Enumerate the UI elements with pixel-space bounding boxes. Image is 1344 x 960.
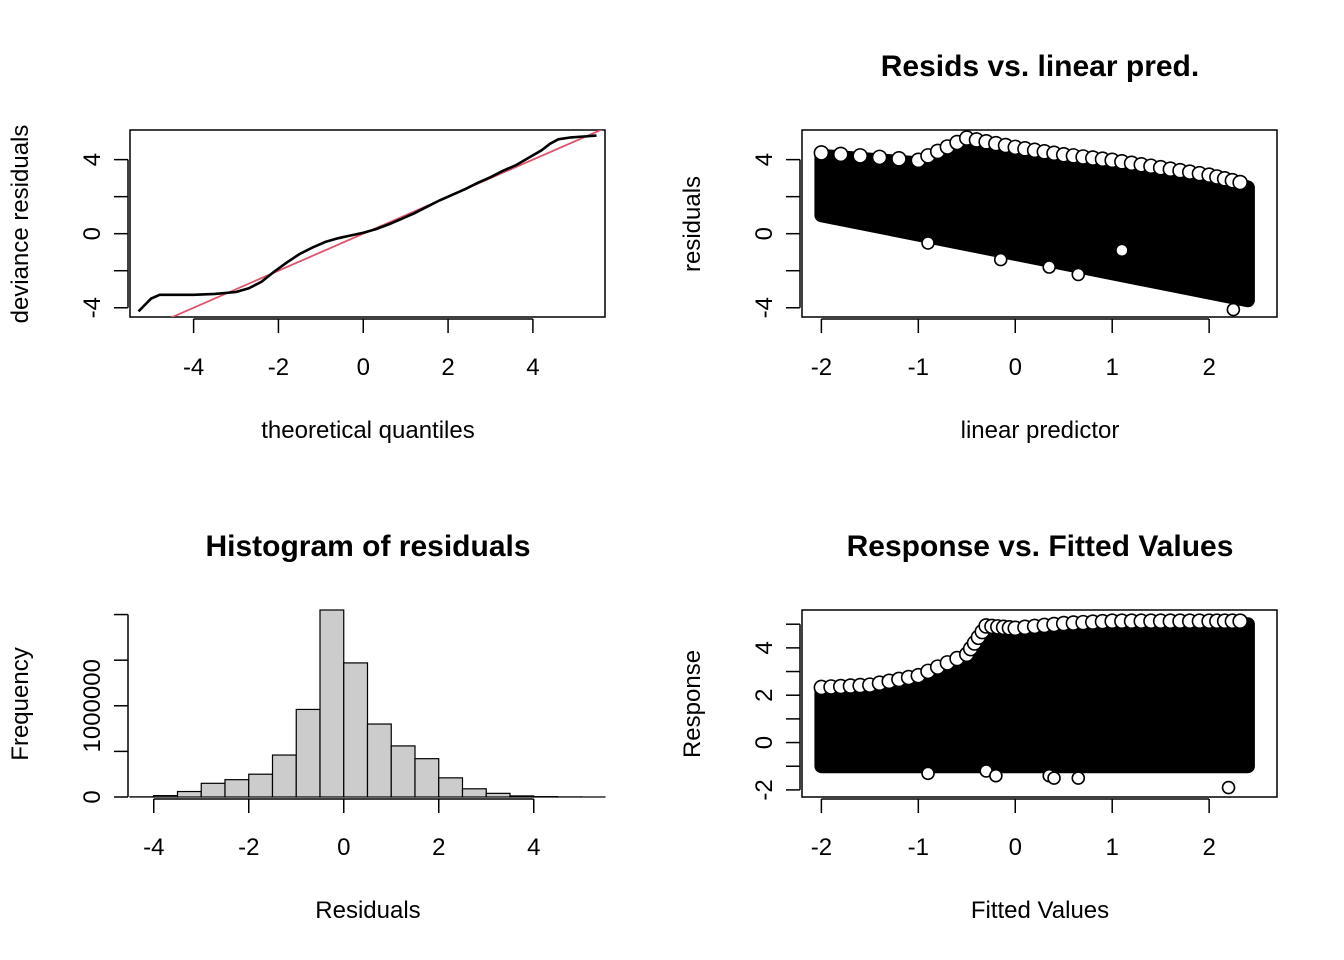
histogram-panel: Histogram of residuals Residuals Frequen… <box>7 530 606 924</box>
resids-outlier-point <box>1042 260 1056 274</box>
histogram-x-tick-label: 0 <box>337 834 350 861</box>
histogram-bar <box>153 795 179 798</box>
qq-plot-frame <box>129 129 606 318</box>
histogram-bar <box>461 788 487 798</box>
qq-sample-line <box>137 134 597 313</box>
response-points <box>813 613 1255 795</box>
histogram-y-axis-label: Frequency <box>7 647 34 760</box>
histogram-bar <box>343 662 369 798</box>
resids-point <box>852 148 868 164</box>
response-x-tick-label: -2 <box>811 834 832 861</box>
resids-x-tick-label: 1 <box>1106 354 1119 381</box>
response-x-tick-label: 0 <box>1009 834 1022 861</box>
histogram-bar <box>509 795 535 798</box>
histogram-bar <box>224 779 250 798</box>
qq-plot-panel: theoretical quantiles deviance residuals… <box>7 125 606 444</box>
qq-y-tick-label: 0 <box>79 227 106 240</box>
histogram-title: Histogram of residuals <box>205 530 530 563</box>
response-outlier-point <box>1047 771 1061 785</box>
qq-y-tick-label: -4 <box>79 297 106 318</box>
resids-vs-linpred-panel: Resids vs. linear pred. linear predictor… <box>679 50 1278 444</box>
resids-outlier-point <box>921 236 935 250</box>
response-x-axis-label: Fitted Values <box>971 897 1109 924</box>
histogram-bar <box>485 792 511 798</box>
histogram-x-tick-label: 4 <box>527 834 540 861</box>
resids-point <box>871 149 888 166</box>
response-outlier-point <box>989 768 1003 783</box>
qq-y-axis-label: deviance residuals <box>7 125 34 324</box>
histogram-bar <box>200 782 226 798</box>
response-outlier-point <box>1071 771 1086 785</box>
resids-y-axis-label: residuals <box>679 176 706 272</box>
histogram-x-tick-label: 2 <box>432 834 445 861</box>
qq-x-tick-label: 0 <box>357 354 370 381</box>
resids-outlier-point <box>1226 302 1241 317</box>
response-x-tick-label: 2 <box>1202 834 1215 861</box>
resids-outlier-point <box>993 252 1008 267</box>
resids-point <box>891 151 907 167</box>
histogram-bar <box>414 758 440 798</box>
histogram-bar <box>295 708 321 798</box>
histogram-bar <box>248 773 274 798</box>
histogram-bar <box>271 754 297 798</box>
resids-x-tick-label: 2 <box>1202 354 1215 381</box>
response-x-tick-label: 1 <box>1106 834 1119 861</box>
resids-point <box>813 145 830 161</box>
resids-plot-frame <box>801 129 1278 318</box>
qq-y-tick-label: 4 <box>79 153 106 166</box>
qq-x-tick-label: 4 <box>526 354 539 381</box>
resids-outlier-point <box>1071 267 1086 282</box>
histogram-y-tick-label: 1000000 <box>79 659 106 752</box>
histogram-bar <box>319 609 345 798</box>
resids-points <box>813 130 1255 317</box>
resids-point <box>1232 174 1248 191</box>
histogram-x-tick-label: -4 <box>143 834 164 861</box>
resids-outlier-point <box>1115 243 1129 258</box>
response-y-tick-label: 0 <box>751 736 778 749</box>
response-outlier-point <box>1221 780 1236 795</box>
response-plot-frame <box>801 609 1278 798</box>
response-outlier-point <box>921 766 935 781</box>
histogram-bar <box>366 723 392 798</box>
resids-y-tick-label: 0 <box>751 227 778 240</box>
response-y-tick-label: -2 <box>751 779 778 800</box>
histogram-y-tick-label: 0 <box>79 790 106 803</box>
resids-y-tick-label: -4 <box>751 297 778 318</box>
response-vs-fitted-panel: Response vs. Fitted Values Fitted Values… <box>679 530 1278 924</box>
response-point-cloud <box>814 617 1255 774</box>
resids-x-tick-label: 0 <box>1009 354 1022 381</box>
histogram-bar <box>438 777 464 798</box>
response-x-tick-label: -1 <box>908 834 929 861</box>
resids-x-tick-label: -1 <box>908 354 929 381</box>
histogram-bar <box>390 745 416 798</box>
response-y-tick-label: 4 <box>751 641 778 654</box>
qq-x-tick-label: -4 <box>183 354 204 381</box>
response-point <box>1232 613 1248 630</box>
response-y-tick-label: 2 <box>751 689 778 702</box>
resids-point <box>832 146 849 163</box>
qq-x-tick-label: 2 <box>441 354 454 381</box>
histogram-x-tick-label: -2 <box>238 834 259 861</box>
resids-x-tick-label: -2 <box>811 354 832 381</box>
qq-x-tick-label: -2 <box>268 354 289 381</box>
resids-plot-title: Resids vs. linear pred. <box>881 50 1199 83</box>
histogram-x-axis-label: Residuals <box>315 897 420 924</box>
response-plot-title: Response vs. Fitted Values <box>847 530 1234 563</box>
resids-y-tick-label: 4 <box>751 153 778 166</box>
histogram-bar <box>176 790 202 798</box>
resids-x-axis-label: linear predictor <box>961 417 1120 444</box>
qq-x-axis-label: theoretical quantiles <box>261 417 474 444</box>
response-y-axis-label: Response <box>679 650 706 758</box>
